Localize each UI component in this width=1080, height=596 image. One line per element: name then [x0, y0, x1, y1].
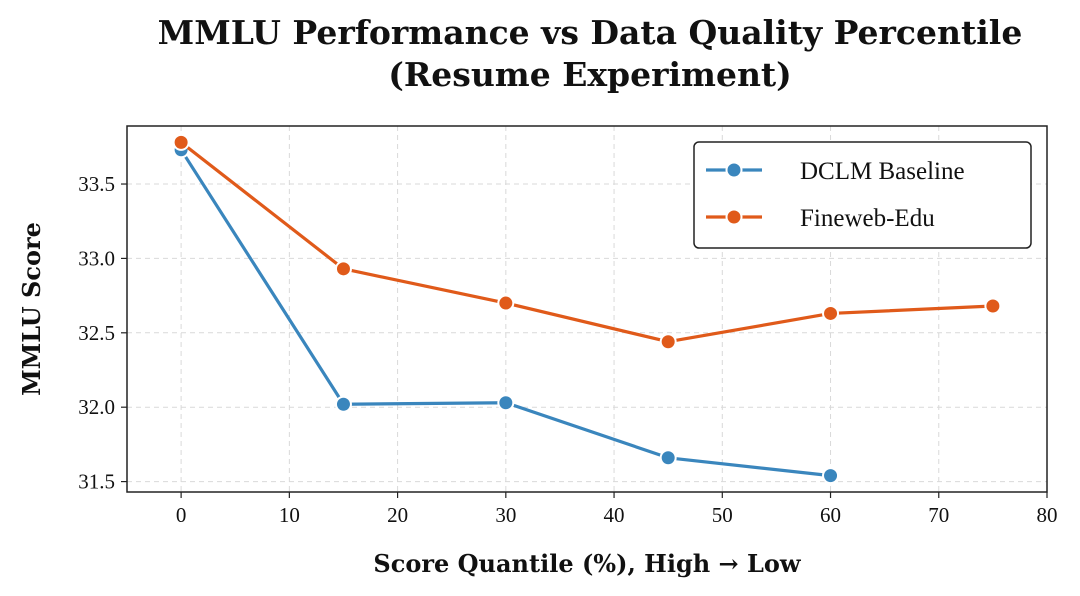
legend-marker: [725, 208, 743, 226]
data-point: [659, 449, 677, 467]
y-tick-label: 32.5: [78, 321, 115, 345]
legend-box: [693, 141, 1032, 249]
data-point: [822, 467, 840, 485]
x-tick-label: 70: [928, 503, 949, 527]
data-point: [172, 133, 190, 151]
x-tick-label: 50: [712, 503, 733, 527]
series-lines: [172, 133, 1002, 485]
x-axis-label: Score Quantile (%), High → Low: [373, 549, 801, 578]
x-tick-label: 30: [495, 503, 516, 527]
x-tick-label: 20: [387, 503, 408, 527]
x-tick-label: 10: [279, 503, 300, 527]
data-point: [497, 294, 515, 312]
data-point: [822, 304, 840, 322]
data-point: [334, 260, 352, 278]
y-tick-label: 31.5: [78, 470, 115, 494]
chart-title-line1: MMLU Performance vs Data Quality Percent…: [157, 13, 1023, 52]
data-point: [497, 394, 515, 412]
x-tick-label: 0: [176, 503, 187, 527]
y-tick-label: 33.5: [78, 172, 115, 196]
data-point: [659, 333, 677, 351]
legend-label: Fineweb-Edu: [800, 205, 935, 232]
data-point: [984, 297, 1002, 315]
legend-label: DCLM Baseline: [800, 158, 965, 185]
x-tick-label: 80: [1037, 503, 1058, 527]
series-line-2: [179, 140, 995, 344]
data-point: [334, 395, 352, 413]
legend-marker: [725, 161, 743, 179]
axis-ticks: 0 10 20 30 40 50 60 70 80 31.5 32.0 32.5 33.0 33.5: [78, 172, 1057, 527]
y-axis-label: MMLU Score: [17, 222, 46, 396]
y-tick-label: 32.0: [78, 395, 115, 419]
chart-title: MMLU Performance vs Data Quality Percent…: [0, 12, 1080, 96]
x-tick-label: 40: [604, 503, 625, 527]
chart-title-line2: (Resume Experiment): [388, 55, 792, 94]
plot-frame: [126, 125, 1048, 493]
y-tick-label: 33.0: [78, 246, 115, 270]
x-tick-label: 60: [820, 503, 841, 527]
legend: DCLM Baseline Fineweb-Edu: [693, 141, 1032, 249]
